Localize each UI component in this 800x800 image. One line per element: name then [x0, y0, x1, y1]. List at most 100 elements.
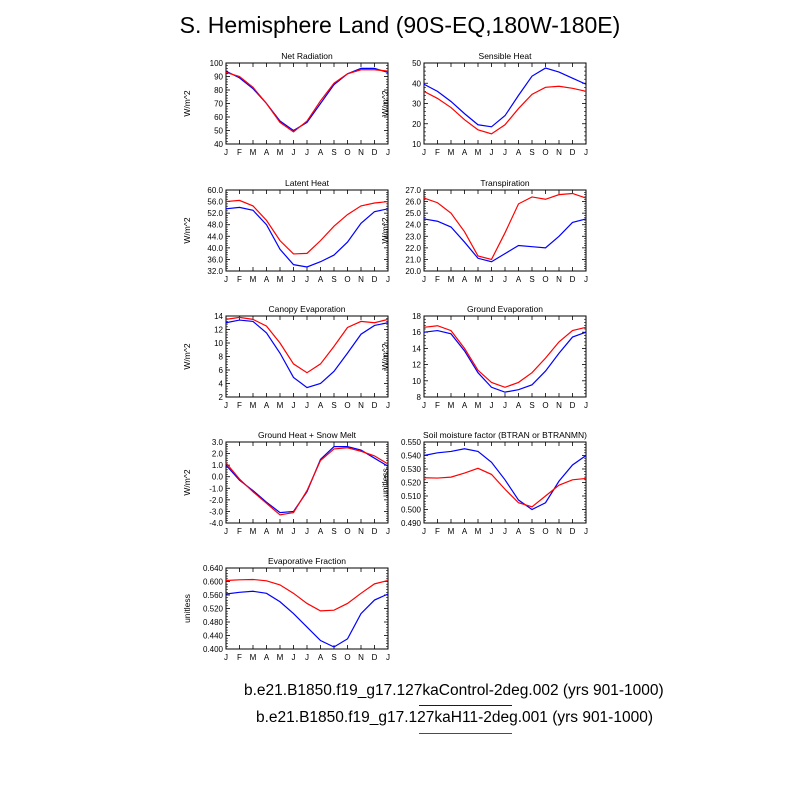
- y-tick-label: 21.0: [405, 255, 421, 264]
- y-tick-label: 52.0: [207, 209, 223, 218]
- series-line-h11: [225, 316, 389, 374]
- panel-title: Evaporative Fraction: [268, 556, 346, 566]
- y-axis-label: unitless: [182, 594, 192, 623]
- x-tick-label: J: [224, 275, 228, 284]
- plot-frame: [423, 189, 587, 272]
- x-tick-label: A: [462, 148, 468, 157]
- page-title: S. Hemisphere Land (90S-EQ,180W-180E): [179, 12, 621, 38]
- x-tick-label: M: [277, 275, 284, 284]
- x-tick-label: M: [448, 275, 455, 284]
- panel-title: Ground Evaporation: [467, 304, 543, 314]
- x-tick-label: J: [224, 148, 228, 157]
- x-tick-label: J: [490, 275, 494, 284]
- y-tick-label: 44.0: [207, 232, 223, 241]
- y-tick-label: 0.510: [401, 492, 422, 501]
- x-tick-label: O: [344, 527, 350, 536]
- panel-title: Latent Heat: [285, 178, 330, 188]
- x-tick-label: J: [305, 148, 309, 157]
- y-tick-label: 25.0: [405, 209, 421, 218]
- chart-panel-7: Soil moisture factor (BTRAN or BTRANMN) u…: [380, 430, 588, 536]
- y-tick-label: -1.0: [209, 484, 223, 493]
- x-tick-label: F: [237, 527, 242, 536]
- x-tick-label: N: [358, 653, 364, 662]
- x-tick-label: F: [237, 401, 242, 410]
- x-tick-label: M: [448, 527, 455, 536]
- y-tick-label: 0.440: [203, 632, 224, 641]
- series-line-control: [225, 206, 389, 268]
- y-tick-label: 1.0: [212, 461, 224, 470]
- x-tick-label: D: [372, 275, 378, 284]
- x-tick-label: O: [542, 148, 548, 157]
- x-tick-label: F: [237, 275, 242, 284]
- y-tick-label: 8: [219, 353, 224, 362]
- y-tick-label: 32.0: [207, 267, 223, 276]
- x-tick-label: A: [516, 275, 522, 284]
- y-tick-label: 30: [412, 100, 421, 109]
- x-tick-label: D: [372, 401, 378, 410]
- x-tick-label: N: [358, 527, 364, 536]
- x-tick-label: A: [516, 527, 522, 536]
- x-tick-label: A: [318, 401, 324, 410]
- x-tick-label: J: [490, 401, 494, 410]
- x-tick-label: J: [386, 527, 390, 536]
- x-tick-label: N: [358, 148, 364, 157]
- y-tick-label: 26.0: [405, 198, 421, 207]
- x-tick-label: A: [462, 275, 468, 284]
- y-axis-label: unitless: [380, 468, 390, 497]
- y-tick-label: 0.520: [401, 479, 422, 488]
- y-tick-label: 8: [417, 393, 422, 402]
- y-tick-label: 0.540: [401, 452, 422, 461]
- series-line-control: [225, 67, 389, 132]
- x-tick-label: J: [584, 401, 588, 410]
- x-tick-label: J: [422, 275, 426, 284]
- x-tick-label: A: [462, 401, 468, 410]
- x-tick-label: A: [516, 401, 522, 410]
- plot-frame: [423, 315, 587, 398]
- y-axis-label: W/m^2: [182, 343, 192, 369]
- series-line-control: [423, 448, 587, 511]
- y-tick-label: 0.400: [203, 645, 224, 654]
- x-tick-label: M: [277, 401, 284, 410]
- series-line-h11: [423, 85, 587, 135]
- y-tick-label: 14: [412, 344, 421, 353]
- x-tick-label: M: [250, 148, 257, 157]
- x-tick-label: O: [344, 401, 350, 410]
- panel-title: Net Radiation: [281, 51, 333, 61]
- series-line-control: [423, 218, 587, 263]
- plot-frame: [423, 62, 587, 145]
- y-tick-label: 4: [219, 380, 224, 389]
- x-tick-label: F: [435, 148, 440, 157]
- x-tick-label: D: [570, 148, 576, 157]
- x-tick-label: D: [570, 527, 576, 536]
- y-axis-label: W/m^2: [380, 217, 390, 243]
- y-tick-label: 3.0: [212, 438, 224, 447]
- y-tick-label: 27.0: [405, 186, 421, 195]
- x-tick-label: F: [435, 527, 440, 536]
- x-tick-label: A: [264, 148, 270, 157]
- x-tick-label: M: [250, 401, 257, 410]
- x-tick-label: J: [422, 401, 426, 410]
- x-tick-label: S: [331, 275, 336, 284]
- y-tick-label: 0.530: [401, 465, 422, 474]
- y-tick-label: 50: [214, 127, 223, 136]
- x-tick-label: N: [556, 401, 562, 410]
- x-tick-label: J: [305, 401, 309, 410]
- y-tick-label: 56.0: [207, 198, 223, 207]
- series-line-h11: [225, 578, 389, 612]
- x-tick-label: A: [516, 148, 522, 157]
- chart-panel-8: Evaporative Fraction unitless 0.400 0.440 0.…: [182, 556, 390, 662]
- x-tick-label: N: [556, 275, 562, 284]
- legend-h11-line: [419, 733, 512, 734]
- y-tick-label: -2.0: [209, 496, 223, 505]
- x-tick-label: M: [277, 527, 284, 536]
- series-line-h11: [423, 467, 587, 508]
- x-tick-label: S: [529, 148, 534, 157]
- x-tick-label: J: [292, 148, 296, 157]
- y-tick-label: 10: [412, 377, 421, 386]
- series-line-control: [225, 446, 389, 514]
- y-tick-label: 12: [412, 361, 421, 370]
- y-tick-label: 23.0: [405, 232, 421, 241]
